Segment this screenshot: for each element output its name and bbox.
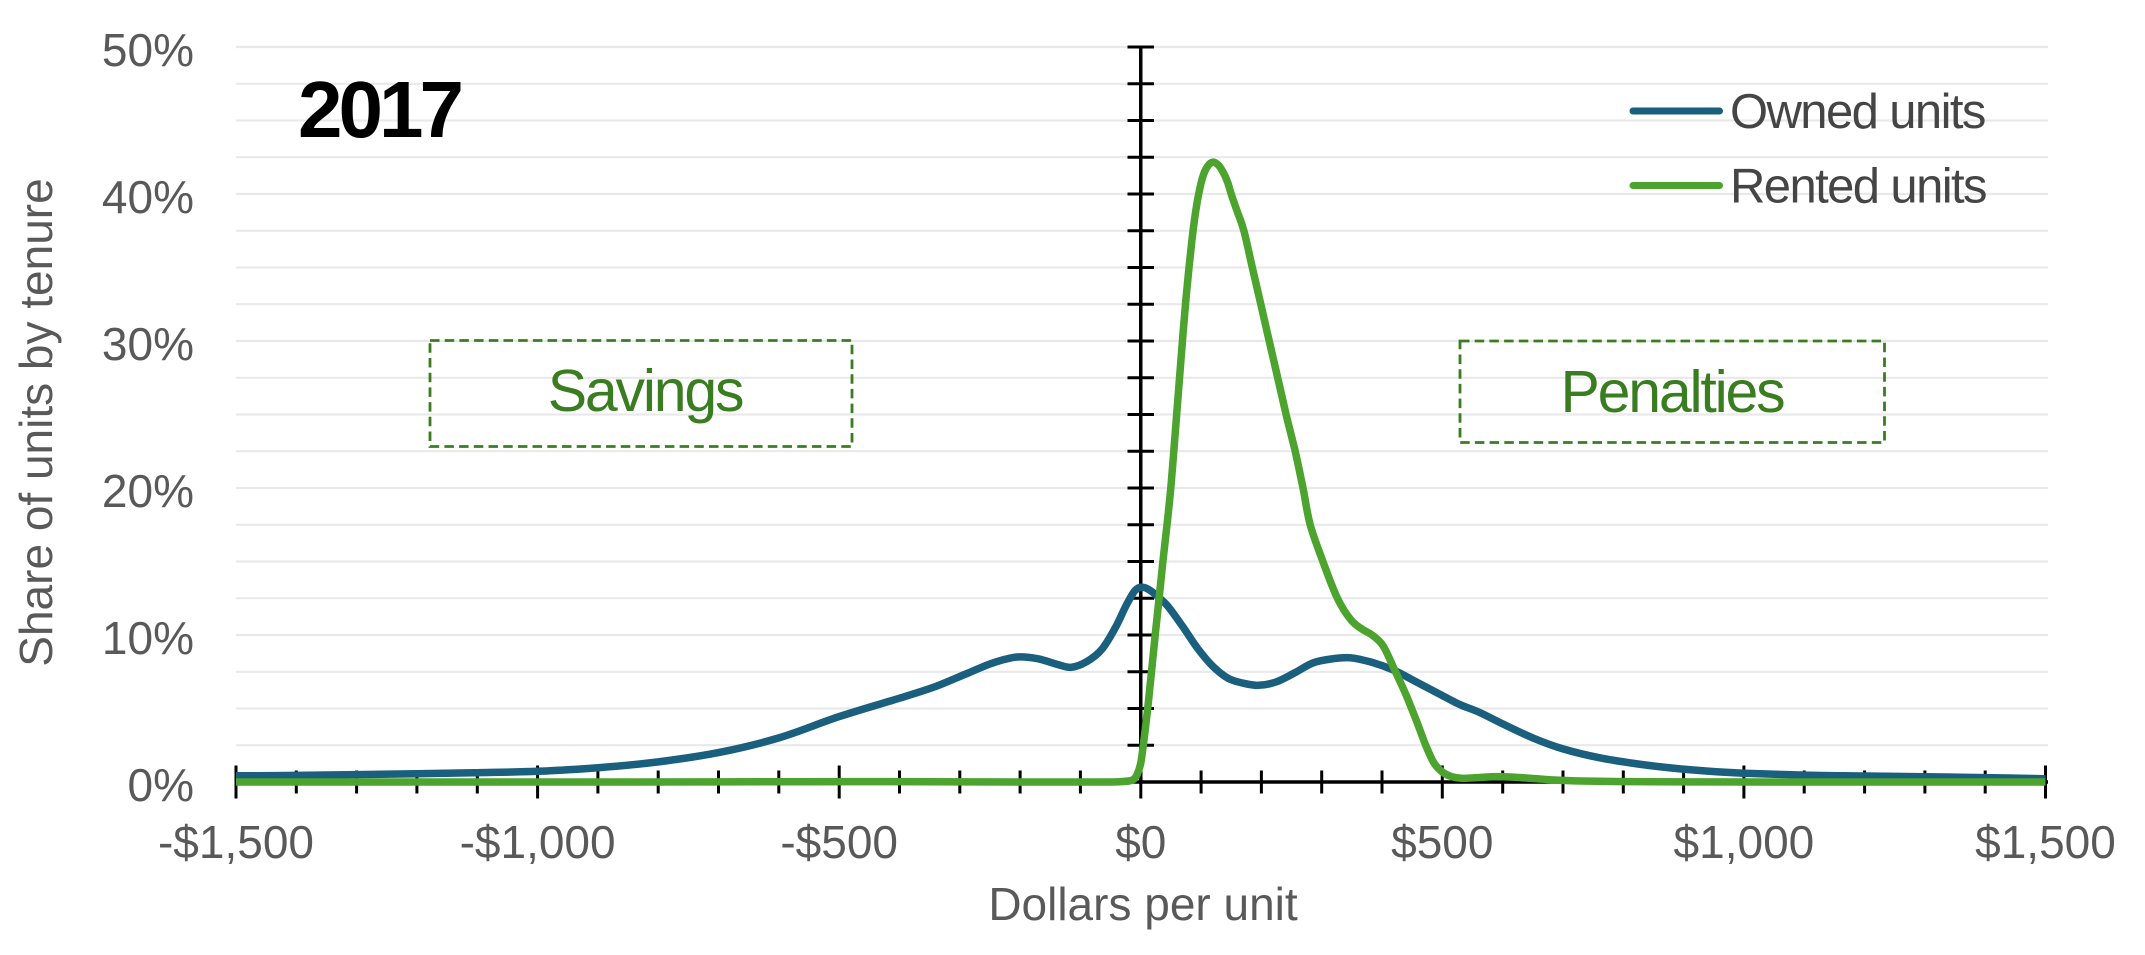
- svg-text:Penalties: Penalties: [1561, 359, 1785, 425]
- svg-text:Rented units: Rented units: [1730, 160, 1986, 214]
- svg-text:-$1,500: -$1,500: [158, 816, 314, 868]
- svg-text:$500: $500: [1391, 816, 1493, 868]
- svg-text:Savings: Savings: [548, 358, 743, 424]
- svg-text:$0: $0: [1115, 816, 1166, 868]
- svg-text:Share of units by tenure: Share of units by tenure: [10, 178, 62, 666]
- svg-text:Dollars per unit: Dollars per unit: [988, 878, 1298, 930]
- svg-text:20%: 20%: [102, 465, 194, 517]
- svg-text:-$500: -$500: [780, 816, 898, 868]
- svg-text:2017: 2017: [298, 65, 460, 154]
- svg-text:$1,500: $1,500: [1975, 816, 2116, 868]
- svg-text:10%: 10%: [102, 612, 194, 664]
- svg-text:0%: 0%: [128, 759, 194, 811]
- svg-text:Owned units: Owned units: [1730, 85, 1985, 139]
- svg-text:$1,000: $1,000: [1674, 816, 1815, 868]
- svg-text:30%: 30%: [102, 318, 194, 370]
- svg-text:40%: 40%: [102, 171, 194, 223]
- svg-text:-$1,000: -$1,000: [460, 816, 616, 868]
- svg-text:50%: 50%: [102, 24, 194, 76]
